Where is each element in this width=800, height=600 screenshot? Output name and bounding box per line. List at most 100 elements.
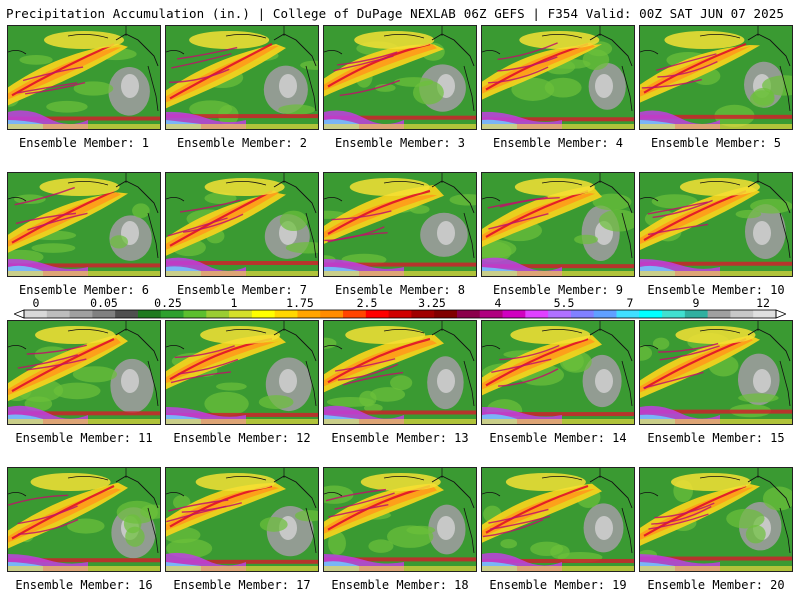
colorbar-segment bbox=[525, 310, 549, 318]
colorbar-tick-label: 4 bbox=[494, 296, 502, 310]
precip-map bbox=[324, 321, 476, 424]
ensemble-member-label: Ensemble Member: 9 bbox=[492, 283, 624, 297]
ensemble-panel bbox=[7, 320, 161, 425]
colorbar-tick-label: 3.25 bbox=[418, 296, 446, 310]
colorbar-segment bbox=[92, 310, 116, 318]
colorbar-labels: 0 0.05 0.25 1 1.75 2.5 3.25 4 5.5 7 9 12 bbox=[0, 296, 800, 310]
ensemble-panel bbox=[481, 25, 635, 130]
ensemble-panel bbox=[165, 172, 319, 277]
colorbar-segment bbox=[365, 310, 390, 318]
precip-map bbox=[482, 26, 634, 129]
colorbar-segment bbox=[297, 310, 321, 318]
ensemble-panel bbox=[481, 320, 635, 425]
ensemble-member-label: Ensemble Member: 15 bbox=[647, 431, 785, 445]
colorbar-left-arrow bbox=[14, 309, 25, 319]
ensemble-panel bbox=[323, 320, 477, 425]
ensemble-panel bbox=[7, 25, 161, 130]
precip-map bbox=[8, 26, 160, 129]
colorbar-tick-label: 0.05 bbox=[90, 296, 118, 310]
precip-map bbox=[166, 468, 318, 571]
ensemble-panel bbox=[165, 320, 319, 425]
colorbar-segment bbox=[46, 310, 71, 318]
ensemble-member-label: Ensemble Member: 12 bbox=[173, 431, 311, 445]
page-title: Precipitation Accumulation (in.) | Colle… bbox=[6, 6, 456, 21]
ensemble-member-label: Ensemble Member: 4 bbox=[492, 136, 624, 150]
colorbar-tick-label: 0.25 bbox=[154, 296, 182, 310]
ensemble-member-label: Ensemble Member: 16 bbox=[15, 578, 153, 592]
ensemble-member-label: Ensemble Member: 11 bbox=[15, 431, 153, 445]
ensemble-member-label: Ensemble Member: 7 bbox=[176, 283, 308, 297]
ensemble-panel bbox=[639, 172, 793, 277]
colorbar-tick-label: 12 bbox=[756, 296, 770, 310]
ensemble-panel bbox=[481, 172, 635, 277]
colorbar-segment bbox=[320, 310, 344, 318]
precip-map bbox=[324, 26, 476, 129]
ensemble-member-label: Ensemble Member: 20 bbox=[647, 578, 785, 592]
precip-map bbox=[482, 468, 634, 571]
precip-map bbox=[482, 173, 634, 276]
precip-map bbox=[166, 321, 318, 424]
precip-map bbox=[8, 321, 160, 424]
colorbar-segment bbox=[639, 310, 663, 318]
colorbar-segment bbox=[753, 310, 777, 318]
precip-map bbox=[324, 468, 476, 571]
ensemble-panel bbox=[639, 25, 793, 130]
ensemble-panel bbox=[323, 172, 477, 277]
precip-map bbox=[482, 321, 634, 424]
colorbar-tick-label: 1.75 bbox=[286, 296, 314, 310]
colorbar-segment bbox=[570, 310, 595, 318]
colorbar-segment bbox=[502, 310, 526, 318]
colorbar-segment bbox=[343, 310, 367, 318]
colorbar-segment bbox=[434, 310, 458, 318]
precip-map bbox=[640, 468, 792, 571]
colorbar-segment bbox=[662, 310, 686, 318]
colorbar-segment bbox=[593, 310, 617, 318]
precip-map bbox=[166, 173, 318, 276]
precip-map bbox=[8, 468, 160, 571]
ensemble-member-label: Ensemble Member: 6 bbox=[18, 283, 150, 297]
ensemble-member-label: Ensemble Member: 17 bbox=[173, 578, 311, 592]
colorbar-segment bbox=[24, 310, 48, 318]
precip-map bbox=[640, 321, 792, 424]
colorbar-tick-label: 0 bbox=[32, 296, 40, 310]
colorbar-segment bbox=[616, 310, 640, 318]
ensemble-member-label: Ensemble Member: 2 bbox=[176, 136, 308, 150]
ensemble-panel bbox=[7, 467, 161, 572]
colorbar-segment bbox=[69, 310, 93, 318]
ensemble-member-label: Ensemble Member: 14 bbox=[489, 431, 627, 445]
precip-map bbox=[640, 173, 792, 276]
precip-map bbox=[324, 173, 476, 276]
colorbar-right-arrow bbox=[775, 309, 786, 319]
colorbar-segment bbox=[274, 310, 298, 318]
ensemble-panel bbox=[639, 320, 793, 425]
ensemble-panel bbox=[165, 467, 319, 572]
run-info: 06Z GEFS | F354 Valid: 00Z SAT JUN 07 20… bbox=[463, 6, 784, 21]
colorbar-tick-label: 5.5 bbox=[553, 296, 575, 310]
colorbar-border bbox=[23, 309, 777, 319]
colorbar-segment bbox=[707, 310, 731, 318]
ensemble-member-label: Ensemble Member: 10 bbox=[647, 283, 785, 297]
colorbar-segment bbox=[411, 310, 435, 318]
colorbar-segment bbox=[115, 310, 139, 318]
ensemble-member-label: Ensemble Member: 1 bbox=[18, 136, 150, 150]
colorbar bbox=[14, 309, 786, 319]
colorbar-tick-label: 9 bbox=[692, 296, 700, 310]
colorbar-segment bbox=[548, 310, 572, 318]
ensemble-panel bbox=[7, 172, 161, 277]
colorbar-segment bbox=[206, 310, 230, 318]
colorbar-segment bbox=[229, 310, 253, 318]
colorbar-segment bbox=[479, 310, 504, 318]
ensemble-member-label: Ensemble Member: 8 bbox=[334, 283, 466, 297]
precip-map bbox=[8, 173, 160, 276]
colorbar-segment bbox=[160, 310, 185, 318]
header: Precipitation Accumulation (in.) | Colle… bbox=[0, 0, 800, 24]
colorbar-segment bbox=[456, 310, 481, 318]
colorbar-segment bbox=[251, 310, 276, 318]
colorbar-segment bbox=[183, 310, 207, 318]
colorbar-segment bbox=[684, 310, 709, 318]
colorbar-segment bbox=[730, 310, 754, 318]
colorbar-tick-label: 7 bbox=[626, 296, 634, 310]
ensemble-member-label: Ensemble Member: 18 bbox=[331, 578, 469, 592]
colorbar-tick-label: 1 bbox=[230, 296, 238, 310]
ensemble-member-label: Ensemble Member: 5 bbox=[650, 136, 782, 150]
